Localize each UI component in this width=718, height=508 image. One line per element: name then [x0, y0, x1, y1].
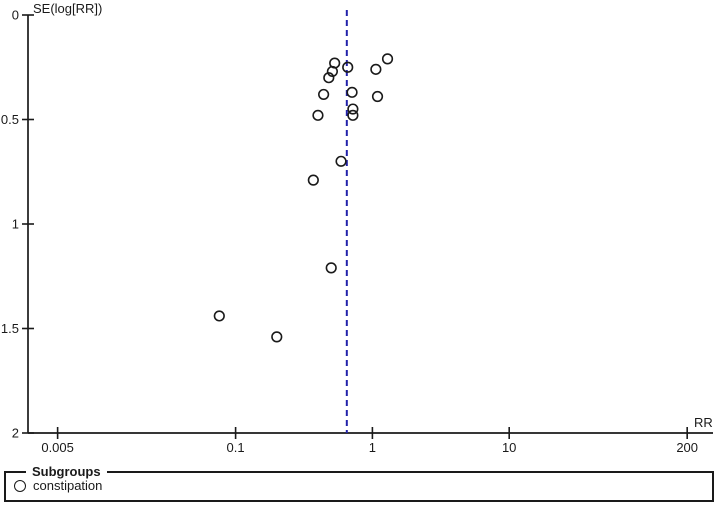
data-point [271, 331, 283, 343]
x-tick-label: 0.005 [41, 440, 74, 455]
subgroups-legend-box: Subgroups constipation [4, 464, 714, 502]
y-tick-label: 1.5 [1, 321, 19, 336]
legend-title: Subgroups [26, 464, 107, 480]
x-tick-label: 0.1 [227, 440, 245, 455]
data-point [318, 88, 330, 101]
x-axis-title: RR [694, 415, 713, 430]
data-point [347, 109, 359, 121]
data-point [342, 61, 354, 73]
y-axis-title: SE(log[RR]) [33, 1, 103, 16]
funnel-plot-canvas: 0 0.5 1 1.5 2 0.005 0.1 1 10 200 [1, 8, 713, 455]
x-tick-label: 10 [502, 440, 516, 455]
data-point [307, 174, 319, 186]
data-point [346, 86, 358, 98]
y-tick-label: 0 [12, 8, 19, 23]
data-point [312, 109, 324, 121]
x-tick-label: 1 [369, 440, 376, 455]
data-point [335, 155, 347, 167]
data-point [326, 65, 338, 78]
legend-item-constipation: constipation [14, 478, 102, 494]
data-point [347, 103, 359, 115]
open-circle-marker-icon [14, 480, 26, 492]
legend-item-label: constipation [33, 478, 103, 493]
data-point [381, 53, 394, 65]
data-point [371, 90, 384, 103]
y-tick-label: 2 [12, 426, 19, 441]
data-point [370, 63, 382, 75]
data-point [213, 310, 225, 322]
y-tick-label: 1 [12, 217, 19, 232]
data-point [323, 72, 335, 84]
data-point [325, 262, 337, 274]
y-tick-label: 0.5 [1, 112, 19, 127]
x-tick-label: 200 [676, 440, 698, 455]
